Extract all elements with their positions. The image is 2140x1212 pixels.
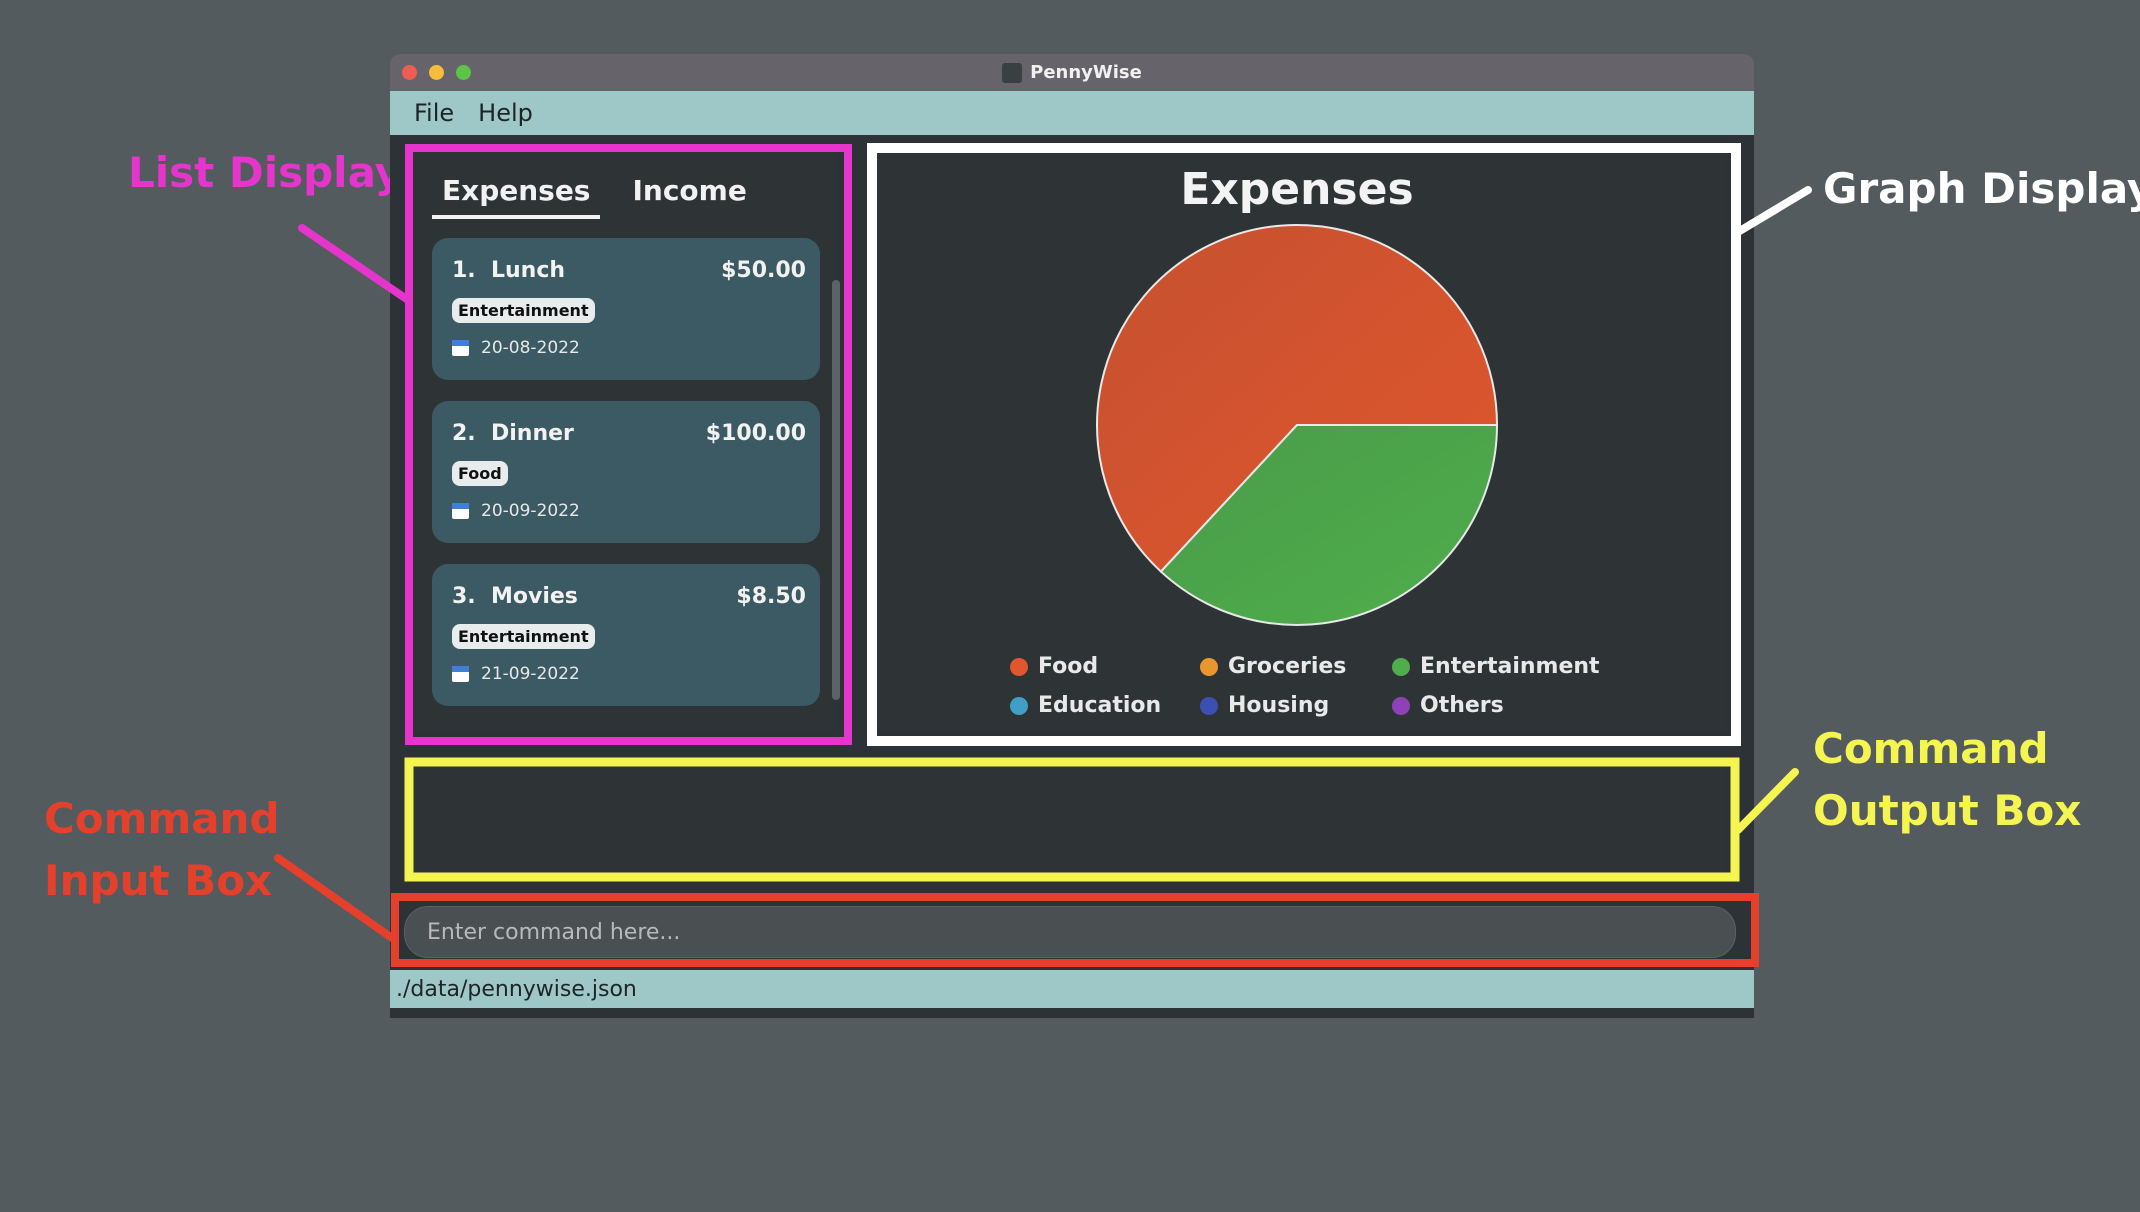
legend-swatch	[1010, 657, 1028, 676]
legend-swatch	[1200, 696, 1218, 715]
close-window-button[interactable]	[402, 65, 417, 80]
entry-date-row: 21-09-2022	[452, 664, 580, 684]
legend-label: Entertainment	[1420, 654, 1600, 679]
entry-header: 2. Dinner $100.00	[452, 421, 806, 446]
legend-label: Education	[1038, 693, 1162, 718]
command-input-annotation: Command Input Box	[44, 788, 280, 912]
entry-header: 1. Lunch $50.00	[452, 258, 806, 283]
entry-date-row: 20-09-2022	[452, 501, 580, 521]
status-bar: ./data/pennywise.json	[390, 970, 1754, 1008]
list-display-pointer	[298, 224, 412, 304]
app-window: PennyWise File Help Expenses Income 1. L…	[390, 54, 1754, 1018]
legend-swatch	[1010, 696, 1028, 715]
command-input[interactable]	[405, 907, 1735, 957]
pie-slice-food	[1096, 224, 1499, 573]
command-input-annotation-line1: Command	[44, 794, 280, 843]
window-title: PennyWise	[1030, 62, 1142, 83]
list-scrollbar[interactable]	[832, 280, 840, 700]
entry-card[interactable]: 1. Lunch $50.00 Entertainment 20-08-2022	[432, 238, 820, 380]
title-bar: PennyWise	[390, 54, 1754, 91]
command-output-highlight	[404, 757, 1740, 882]
entry-tag: Food	[452, 461, 508, 486]
entry-amount: $100.00	[705, 421, 806, 446]
app-logo-icon	[1002, 62, 1023, 83]
legend-label: Housing	[1228, 693, 1330, 718]
list-display-annotation: List Display	[128, 148, 403, 197]
entry-date: 20-09-2022	[481, 501, 580, 521]
pie-chart	[1096, 224, 1499, 626]
legend-swatch	[1392, 696, 1410, 715]
entry-tag: Entertainment	[452, 298, 595, 323]
command-output-box	[414, 764, 1726, 877]
list-display-panel: Expenses Income 1. Lunch $50.00 Entertai…	[414, 150, 840, 731]
menu-file[interactable]: File	[414, 99, 455, 127]
command-output-annotation-line1: Command	[1813, 724, 2049, 773]
chart-title: Expenses	[1180, 164, 1414, 215]
chart-legend: Food Groceries Entertainment Education Housi…	[1010, 654, 1612, 718]
window-title-group: PennyWise	[1002, 62, 1142, 83]
graph-display-panel: Expenses Food Groceries Entertainment Educa…	[868, 150, 1726, 731]
graph-display-highlight	[867, 143, 1741, 746]
entry-amount: $50.00	[721, 258, 806, 283]
entry-tag: Entertainment	[452, 624, 595, 649]
calendar-icon	[452, 503, 469, 519]
command-output-annotation-line2: Output Box	[1813, 786, 2082, 835]
pie-slice-entertainment	[1159, 424, 1499, 626]
list-tabs: Expenses Income	[432, 174, 757, 219]
legend-swatch	[1200, 657, 1218, 676]
entry-title: 2. Dinner	[452, 421, 574, 446]
command-input-annotation-line2: Input Box	[44, 856, 273, 905]
list-display-highlight	[405, 144, 852, 745]
entry-title: 3. Movies	[452, 584, 578, 609]
calendar-icon	[452, 340, 469, 356]
legend-label: Groceries	[1228, 654, 1347, 679]
entry-name: Movies	[491, 584, 578, 609]
entry-header: 3. Movies $8.50	[452, 584, 806, 609]
tab-income[interactable]: Income	[632, 174, 747, 207]
graph-display-annotation: Graph Display	[1823, 164, 2140, 213]
entry-date: 20-08-2022	[481, 338, 580, 358]
entry-list: 1. Lunch $50.00 Entertainment 20-08-2022…	[432, 238, 820, 727]
tab-expenses[interactable]: Expenses	[432, 174, 601, 219]
menu-help[interactable]: Help	[478, 99, 533, 127]
command-output-annotation: Command Output Box	[1813, 718, 2081, 842]
entry-title: 1. Lunch	[452, 258, 565, 283]
minimize-window-button[interactable]	[429, 65, 444, 80]
graph-display-pointer	[1734, 186, 1812, 236]
legend-item-education: Education	[1010, 693, 1200, 718]
legend-item-others: Others	[1392, 693, 1612, 718]
legend-item-housing: Housing	[1200, 693, 1392, 718]
legend-item-groceries: Groceries	[1200, 654, 1392, 679]
entry-index: 3.	[452, 584, 476, 609]
calendar-icon	[452, 666, 469, 682]
entry-date-row: 20-08-2022	[452, 338, 580, 358]
entry-date: 21-09-2022	[481, 664, 580, 684]
command-input-highlight	[391, 893, 1759, 967]
command-output-pointer	[1734, 768, 1799, 834]
menu-bar: File Help	[390, 91, 1754, 135]
command-input-pointer	[274, 854, 396, 942]
entry-amount: $8.50	[736, 584, 806, 609]
legend-swatch	[1392, 657, 1410, 676]
legend-label: Others	[1420, 693, 1504, 718]
entry-card[interactable]: 3. Movies $8.50 Entertainment 21-09-2022	[432, 564, 820, 706]
entry-index: 1.	[452, 258, 476, 283]
data-file-path: ./data/pennywise.json	[396, 976, 637, 1002]
entry-name: Dinner	[491, 421, 574, 446]
entry-name: Lunch	[491, 258, 566, 283]
entry-card[interactable]: 2. Dinner $100.00 Food 20-09-2022	[432, 401, 820, 543]
legend-item-entertainment: Entertainment	[1392, 654, 1612, 679]
window-controls	[402, 65, 471, 80]
maximize-window-button[interactable]	[456, 65, 471, 80]
command-input-box[interactable]	[404, 906, 1736, 958]
entry-index: 2.	[452, 421, 476, 446]
legend-label: Food	[1038, 654, 1099, 679]
legend-item-food: Food	[1010, 654, 1200, 679]
